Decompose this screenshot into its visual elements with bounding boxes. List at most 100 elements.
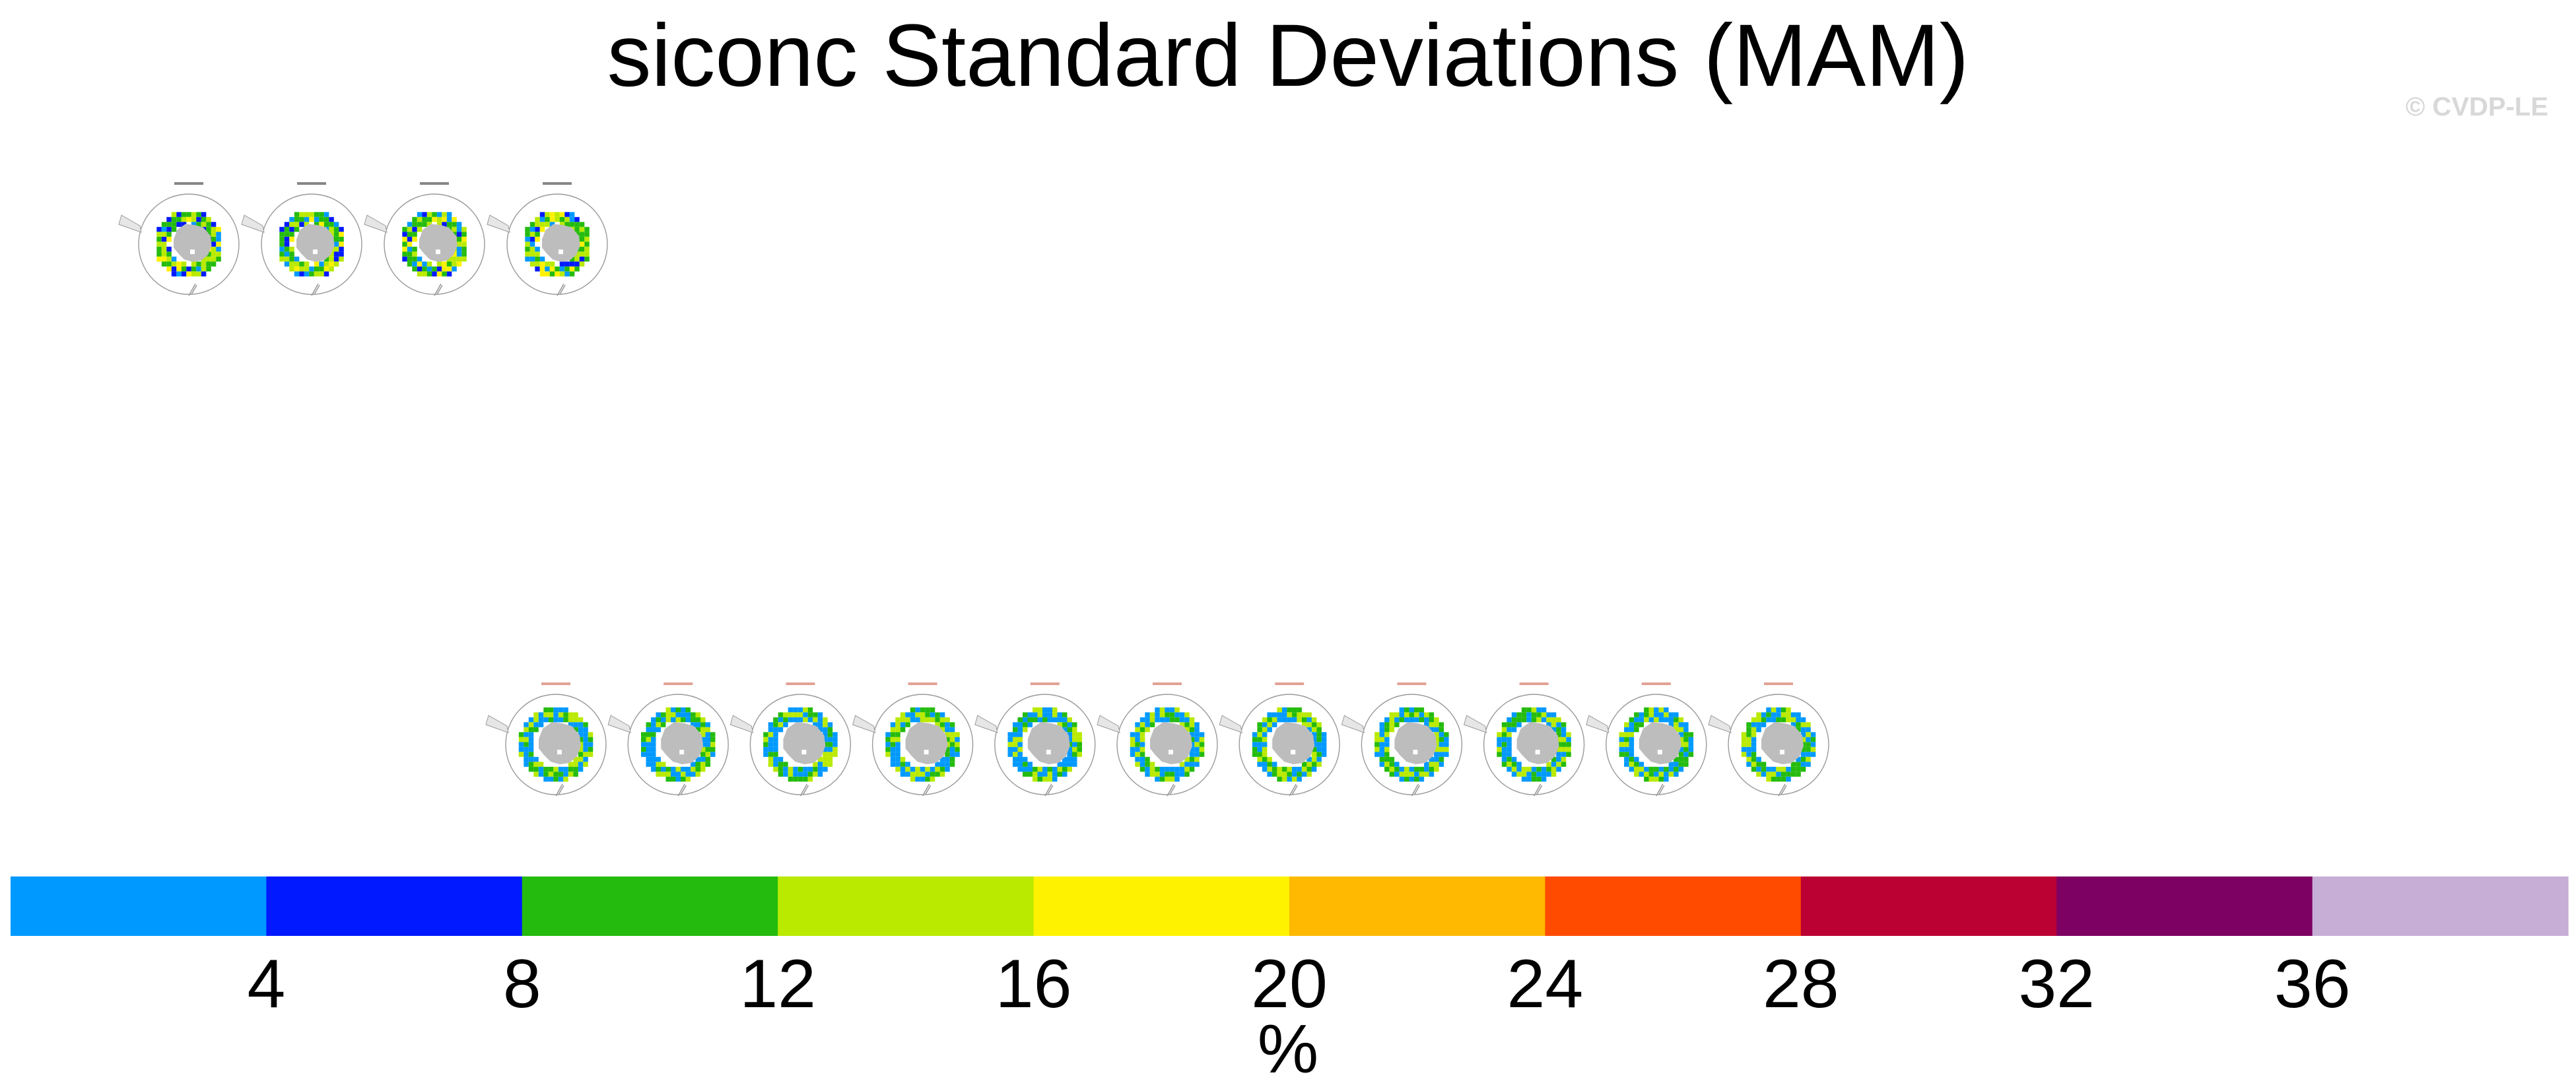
map-grid-cell bbox=[895, 732, 900, 737]
map-grid-cell bbox=[1007, 752, 1013, 757]
map-grid-cell bbox=[773, 742, 778, 747]
map-grid-cell bbox=[1551, 756, 1557, 762]
map-grid-cell bbox=[539, 256, 545, 262]
map-grid-cell bbox=[1434, 727, 1439, 733]
map-grid-cell bbox=[402, 232, 407, 237]
map-grid-cell bbox=[1796, 762, 1801, 767]
map-grid-cell bbox=[915, 776, 920, 782]
map-grid-cell bbox=[778, 756, 784, 762]
map-grid-cell bbox=[1159, 766, 1165, 772]
map-grid-cell bbox=[700, 717, 706, 723]
map-grid-cell bbox=[671, 776, 676, 782]
map-grid-cell bbox=[1271, 717, 1277, 723]
map-grid-cell bbox=[186, 266, 191, 272]
map-grid-cell bbox=[329, 251, 334, 257]
map-grid-cell bbox=[955, 737, 960, 743]
map-grid-cell bbox=[895, 762, 900, 767]
map-grid-cell bbox=[294, 271, 300, 277]
map-grid-cell bbox=[939, 756, 945, 762]
map-grid-cell bbox=[417, 222, 423, 227]
map-grid-cell bbox=[545, 222, 550, 227]
map-grid-cell bbox=[452, 256, 457, 262]
map-grid-cell bbox=[1668, 772, 1674, 777]
map-grid-cell bbox=[518, 746, 524, 752]
map-grid-cell bbox=[1674, 722, 1679, 727]
map-grid-cell bbox=[1174, 712, 1180, 717]
map-grid-cell bbox=[939, 766, 945, 772]
map-grid-cell bbox=[695, 712, 700, 717]
map-grid-cell bbox=[1311, 737, 1317, 743]
map-grid-cell bbox=[885, 742, 891, 747]
map-grid-cell bbox=[1023, 722, 1028, 727]
label-wedge bbox=[1586, 715, 1610, 733]
map-grid-cell bbox=[166, 266, 172, 272]
map-grid-cell bbox=[1384, 746, 1390, 752]
map-grid-cell bbox=[191, 261, 197, 267]
map-grid-cell bbox=[817, 756, 823, 762]
map-grid-cell bbox=[700, 762, 706, 767]
map-grid-cell bbox=[584, 242, 590, 247]
map-grid-cell bbox=[412, 256, 417, 262]
map-grid-cell bbox=[832, 732, 838, 737]
map-grid-cell bbox=[797, 776, 803, 782]
map-grid-cell bbox=[1501, 737, 1507, 743]
map-grid-cell bbox=[955, 742, 960, 747]
map-grid-cell bbox=[573, 766, 578, 772]
map-grid-cell bbox=[1072, 727, 1077, 733]
map-grid-cell bbox=[1277, 776, 1282, 782]
map-grid-cell bbox=[1321, 732, 1327, 737]
map-grid-cell bbox=[573, 756, 578, 762]
map-grid-cell bbox=[1257, 722, 1262, 727]
map-grid-cell bbox=[681, 712, 686, 717]
map-grid-cell bbox=[573, 762, 578, 767]
map-grid-cell bbox=[432, 266, 437, 272]
map-grid-cell bbox=[1155, 766, 1160, 772]
map-grid-cell bbox=[1511, 727, 1517, 733]
map-grid-cell bbox=[681, 776, 686, 782]
map-grid-cell bbox=[1683, 727, 1689, 733]
map-grid-cell bbox=[1316, 762, 1322, 767]
map-grid-cell bbox=[949, 722, 955, 727]
map-grid-cell bbox=[710, 752, 716, 757]
map-grid-cell bbox=[186, 271, 191, 277]
map-grid-cell bbox=[1497, 732, 1502, 737]
map-grid-cell bbox=[910, 707, 916, 713]
map-grid-cell bbox=[691, 712, 696, 717]
map-grid-cell bbox=[412, 266, 417, 272]
map-grid-cell bbox=[1501, 722, 1507, 727]
map-grid-cell bbox=[1271, 722, 1277, 727]
map-grid-cell bbox=[1139, 746, 1145, 752]
map-grid-cell bbox=[1668, 712, 1674, 717]
map-grid-cell bbox=[284, 242, 290, 247]
map-grid-cell bbox=[1291, 717, 1297, 723]
map-grid-cell bbox=[543, 707, 549, 713]
map-grid-cell bbox=[1507, 746, 1512, 752]
map-grid-cell bbox=[461, 226, 467, 232]
map-grid-cell bbox=[1052, 766, 1058, 772]
map-grid-cell bbox=[1267, 762, 1272, 767]
map-grid-cell bbox=[181, 222, 187, 227]
map-grid-cell bbox=[533, 762, 539, 767]
map-grid-cell bbox=[1179, 722, 1185, 727]
map-grid-cell bbox=[1165, 707, 1170, 713]
map-grid-cell bbox=[1394, 717, 1400, 723]
map-grid-cell bbox=[579, 261, 585, 267]
map-grid-cell bbox=[578, 752, 584, 757]
map-grid-cell bbox=[1654, 717, 1659, 723]
map-grid-cell bbox=[651, 732, 656, 737]
map-grid-cell bbox=[1389, 766, 1395, 772]
map-grid-cell bbox=[1145, 762, 1150, 767]
map-grid-cell bbox=[436, 216, 442, 222]
map-grid-cell bbox=[279, 242, 285, 247]
map-grid-cell bbox=[1800, 732, 1806, 737]
map-grid-cell bbox=[1306, 717, 1312, 723]
map-grid-cell bbox=[935, 772, 940, 777]
map-grid-cell bbox=[1771, 717, 1777, 723]
model-map-panel bbox=[1097, 682, 1218, 797]
map-grid-cell bbox=[211, 246, 217, 252]
map-grid-cell bbox=[426, 261, 432, 267]
map-grid-cell bbox=[935, 762, 940, 767]
map-grid-cell bbox=[1301, 712, 1307, 717]
map-grid-cell bbox=[827, 762, 833, 767]
map-grid-cell bbox=[1174, 776, 1180, 782]
